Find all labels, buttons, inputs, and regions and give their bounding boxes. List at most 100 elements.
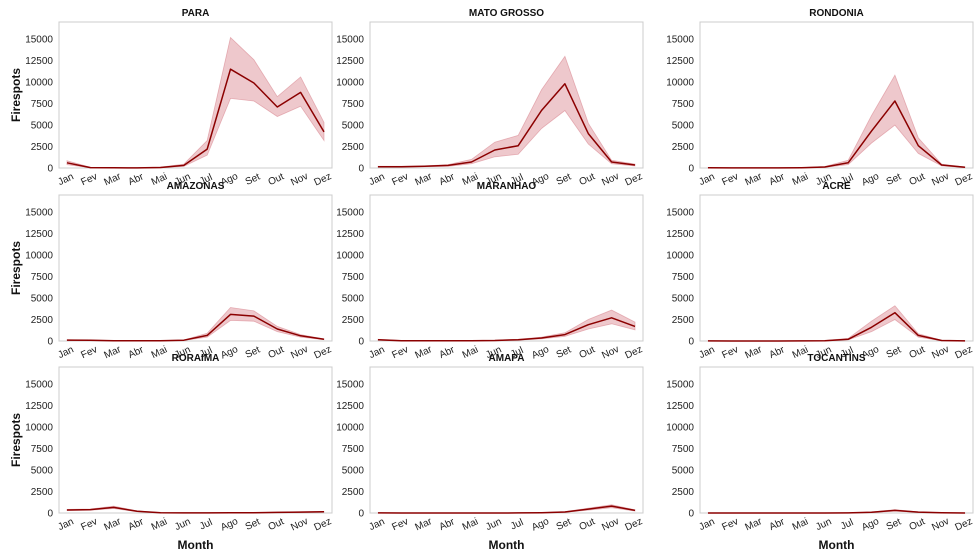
y-tick-label: 15000 [336, 35, 364, 46]
subplot-title: MARANHAO [477, 181, 537, 192]
y-tick-label: 10000 [25, 78, 53, 89]
x-tick-label: Fev [79, 344, 99, 361]
x-tick-label: Mai [461, 516, 480, 533]
x-tick-label: Jul [839, 517, 855, 532]
x-tick-label: Jul [509, 517, 525, 532]
x-tick-label: Fev [390, 344, 410, 361]
x-tick-label: Dez [624, 344, 645, 361]
y-tick-label: 12500 [336, 229, 364, 240]
x-tick-label: Dez [954, 171, 975, 188]
y-tick-label: 10000 [666, 78, 694, 89]
x-tick-label: Dez [313, 516, 334, 533]
x-tick-label: Mai [150, 516, 169, 533]
x-tick-label: Jan [367, 171, 386, 188]
x-tick-label: Out [267, 171, 286, 188]
x-tick-label: Mar [414, 516, 435, 534]
series-line [378, 83, 636, 168]
subplot-title: RORAIMA [172, 353, 220, 364]
x-tick-label: Jan [56, 171, 75, 188]
y-tick-label: 7500 [31, 444, 54, 455]
x-tick-label: Jul [839, 345, 855, 360]
subplot-title: MATO GROSSO [469, 8, 544, 19]
x-tick-label: Nov [930, 344, 951, 361]
x-tick-label: Out [267, 344, 286, 361]
x-tick-label: Out [578, 344, 597, 361]
x-tick-label: Out [267, 516, 286, 533]
subplot-frame [58, 194, 333, 342]
confidence-band [377, 504, 636, 514]
x-tick-label: Dez [954, 344, 975, 361]
subplot-title: AMAZONAS [167, 181, 225, 192]
x-tick-label: Abr [768, 171, 787, 188]
y-tick-label: 15000 [25, 35, 53, 46]
y-tick-label: 10000 [666, 423, 694, 434]
confidence-band [377, 55, 636, 168]
x-tick-label: Out [578, 171, 597, 188]
y-tick-label: 10000 [336, 78, 364, 89]
confidence-band [707, 305, 966, 342]
x-tick-label: Nov [289, 171, 310, 188]
y-tick-label: 0 [47, 337, 53, 348]
y-tick-label: 7500 [342, 99, 365, 110]
y-tick-label: 10000 [25, 251, 53, 262]
y-tick-label: 10000 [25, 423, 53, 434]
x-axis-label: Month [819, 538, 855, 552]
x-tick-label: Ago [219, 516, 240, 534]
y-tick-label: 2500 [342, 315, 365, 326]
x-tick-label: Out [578, 516, 597, 533]
x-tick-label: Abr [768, 516, 787, 533]
x-tick-label: Jul [509, 345, 525, 360]
subplot-frame [699, 21, 974, 169]
x-tick-label: Abr [127, 516, 146, 533]
x-tick-label: Ago [530, 516, 551, 534]
series-line [377, 317, 636, 342]
y-tick-label: 12500 [666, 56, 694, 67]
series-line [707, 311, 966, 342]
y-tick-label: 2500 [31, 487, 54, 498]
x-tick-label: Jun [484, 516, 503, 533]
x-tick-label: Mai [791, 516, 810, 533]
x-tick-label: Dez [624, 516, 645, 533]
x-tick-label: Nov [600, 171, 621, 188]
x-tick-label: Jul [198, 517, 214, 532]
y-tick-label: 5000 [672, 294, 695, 305]
y-tick-label: 12500 [336, 56, 364, 67]
x-axis-label: Month [178, 538, 214, 552]
x-tick-label: Ago [860, 516, 881, 534]
x-tick-label: Nov [289, 344, 310, 361]
y-tick-label: 2500 [31, 142, 54, 153]
subplot-title: TOCANTINS [807, 353, 865, 364]
subplot-frame [699, 366, 974, 514]
series-line [66, 68, 325, 169]
x-tick-label: Jan [56, 344, 75, 361]
y-tick-label: 12500 [666, 229, 694, 240]
x-tick-label: Set [244, 516, 262, 532]
x-tick-label: Fev [720, 344, 740, 361]
x-tick-label: Nov [289, 516, 310, 533]
y-tick-label: 0 [47, 509, 53, 520]
confidence-band [707, 74, 966, 169]
y-tick-label: 12500 [666, 401, 694, 412]
y-tick-label: 5000 [342, 466, 365, 477]
y-tick-label: 7500 [672, 99, 695, 110]
x-tick-label: Ago [219, 344, 240, 362]
confidence-band [66, 307, 325, 342]
y-tick-label: 2500 [672, 315, 695, 326]
x-tick-label: Mai [461, 344, 480, 361]
x-tick-label: Abr [127, 344, 146, 361]
y-tick-label: 15000 [25, 208, 53, 219]
x-tick-label: Mar [103, 344, 124, 362]
subplot-frame [58, 366, 333, 514]
x-tick-label: Abr [438, 516, 457, 533]
x-tick-label: Jul [509, 172, 525, 187]
x-tick-label: Fev [720, 516, 740, 533]
x-tick-label: Jan [697, 516, 716, 533]
y-tick-label: 15000 [336, 208, 364, 219]
y-axis-label: Firespots [9, 241, 23, 295]
y-tick-label: 12500 [336, 401, 364, 412]
y-tick-label: 12500 [25, 401, 53, 412]
y-tick-label: 0 [358, 509, 364, 520]
x-tick-label: Out [908, 344, 927, 361]
subplot-frame [369, 194, 644, 342]
